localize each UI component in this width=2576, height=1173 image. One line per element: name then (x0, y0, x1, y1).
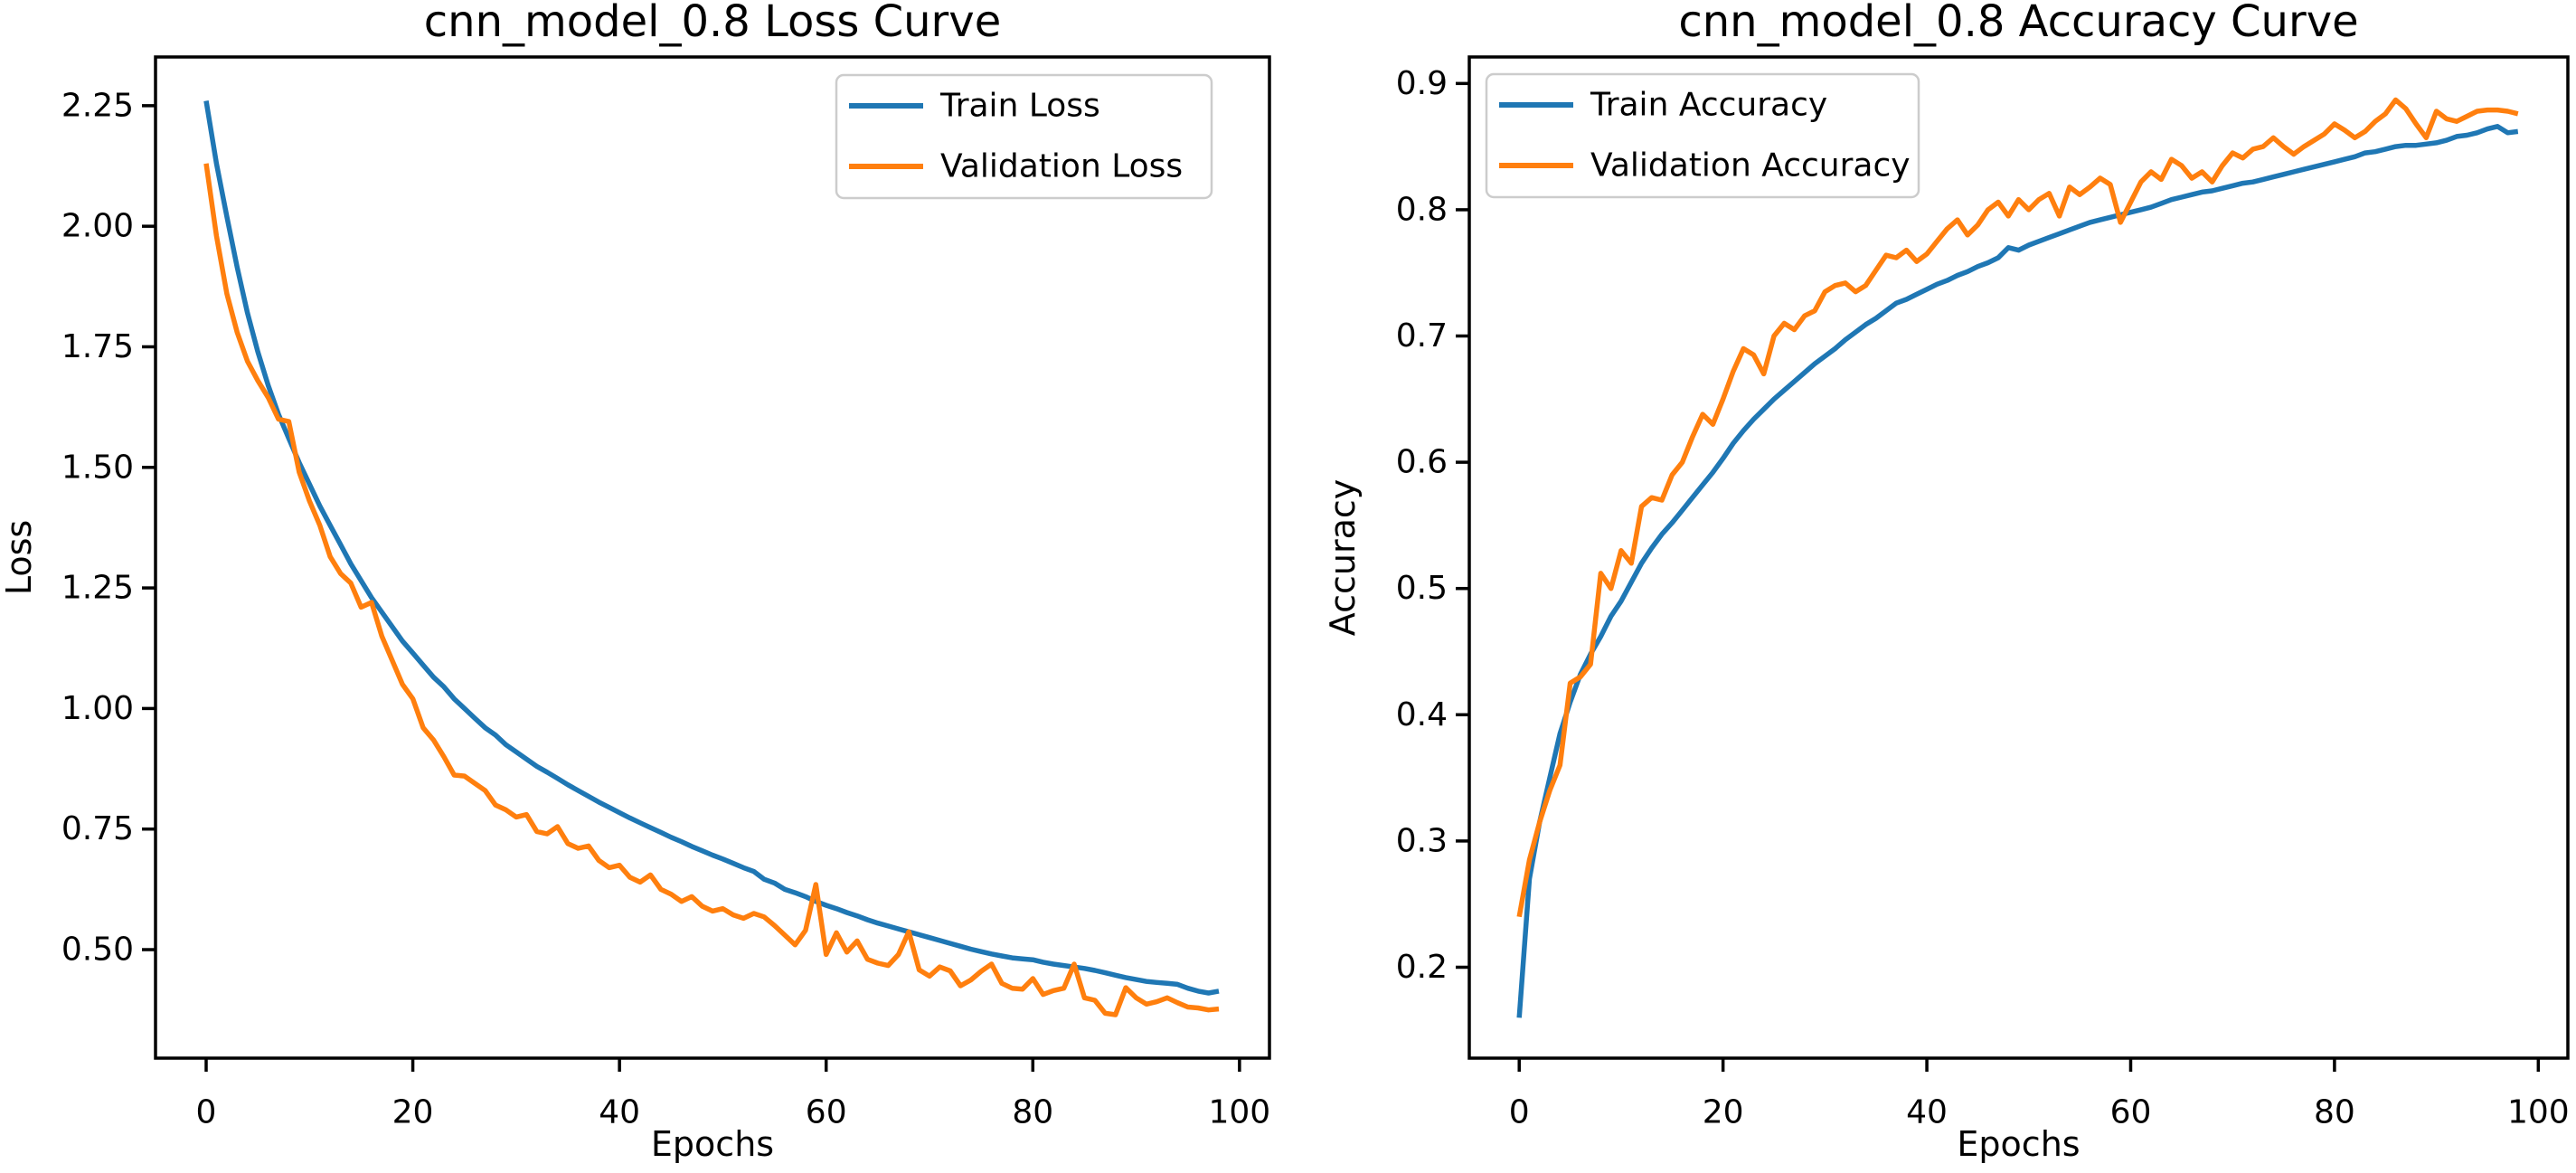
cnn-model-0-8-loss-curve-x-tick-label: 60 (806, 1094, 847, 1131)
cnn-model-0-8-accuracy-curve-plot-frame (1467, 55, 2570, 1060)
cnn-model-0-8-accuracy-curve-ylabel: Accuracy (1323, 479, 1363, 637)
cnn-model-0-8-accuracy-curve-xlabel: Epochs (1957, 1124, 2080, 1164)
validation-accuracy-legend-label: Validation Accuracy (1590, 147, 1911, 184)
cnn-model-0-8-loss-curve-y-tick-label: 1.00 (61, 690, 134, 727)
cnn-model-0-8-loss-curve-y-tick-label: 1.75 (61, 328, 134, 365)
train-accuracy-legend-label: Train Accuracy (1590, 87, 1827, 124)
cnn-model-0-8-loss-curve-x-tick-label: 0 (196, 1094, 217, 1131)
train-loss-line (203, 100, 1220, 996)
cnn-model-0-8-accuracy-curve-legend-box (1485, 72, 1920, 199)
cnn-model-0-8-loss-curve-x-tick-label: 40 (599, 1094, 640, 1131)
cnn-model-0-8-accuracy-curve-x-tick-label: 0 (1509, 1094, 1530, 1131)
train-accuracy-line (1516, 124, 2519, 1018)
cnn-model-0-8-accuracy-curve-y-tick-label: 0.5 (1396, 570, 1448, 607)
cnn-model-0-8-loss-curve-y-tick-label: 1.50 (61, 449, 134, 486)
cnn-model-0-8-accuracy-curve-x-tick-label: 60 (2110, 1094, 2152, 1131)
validation-loss-legend-label: Validation Loss (940, 148, 1183, 185)
cnn-model-0-8-accuracy-curve-x-tick-label: 100 (2507, 1094, 2570, 1131)
cnn-model-0-8-loss-curve-y-tick-label: 1.25 (61, 570, 134, 607)
cnn-model-0-8-loss-curve-xlabel: Epochs (651, 1124, 774, 1164)
validation-loss-line (203, 163, 1220, 1017)
cnn-model-0-8-loss-curve-y-tick-label: 2.25 (61, 87, 134, 124)
cnn-model-0-8-accuracy-curve-y-tick-label: 0.8 (1396, 191, 1448, 228)
cnn-model-0-8-accuracy-curve-y-tick-label: 0.7 (1396, 317, 1448, 355)
cnn-model-0-8-loss-curve-x-tick-label: 80 (1012, 1094, 1053, 1131)
cnn-model-0-8-loss-curve-y-tick-label: 2.00 (61, 208, 134, 245)
cnn-model-0-8-accuracy-curve-y-tick-label: 0.9 (1396, 65, 1448, 102)
validation-accuracy-line (1516, 97, 2519, 918)
cnn-model-0-8-loss-curve-legend-box (835, 73, 1213, 200)
cnn-model-0-8-accuracy-curve-title: cnn_model_0.8 Accuracy Curve (1678, 0, 2358, 47)
cnn-model-0-8-loss-curve-y-tick-label: 0.75 (61, 810, 134, 847)
train-loss-legend-label: Train Loss (939, 88, 1100, 125)
cnn-model-0-8-accuracy-curve-x-tick-label: 40 (1906, 1094, 1948, 1131)
cnn-model-0-8-loss-curve-x-tick-label: 100 (1208, 1094, 1270, 1131)
cnn-model-0-8-loss-curve-plot-frame (154, 55, 1271, 1060)
cnn-model-0-8-loss-curve-x-tick-label: 20 (392, 1094, 434, 1131)
cnn-model-0-8-accuracy-curve-y-tick-label: 0.4 (1396, 696, 1448, 733)
cnn-model-0-8-loss-curve-ylabel: Loss (0, 520, 39, 595)
cnn-model-0-8-accuracy-curve-y-tick-label: 0.6 (1396, 444, 1448, 481)
cnn-model-0-8-loss-curve-y-tick-label: 0.50 (61, 932, 134, 969)
cnn-model-0-8-loss-curve-title: cnn_model_0.8 Loss Curve (424, 0, 1001, 47)
cnn-model-0-8-accuracy-curve-x-tick-label: 80 (2314, 1094, 2355, 1131)
cnn-model-0-8-accuracy-curve-x-tick-label: 20 (1703, 1094, 1744, 1131)
cnn-model-0-8-accuracy-curve-y-tick-label: 0.3 (1396, 822, 1448, 859)
cnn-model-0-8-accuracy-curve-y-tick-label: 0.2 (1396, 949, 1448, 986)
